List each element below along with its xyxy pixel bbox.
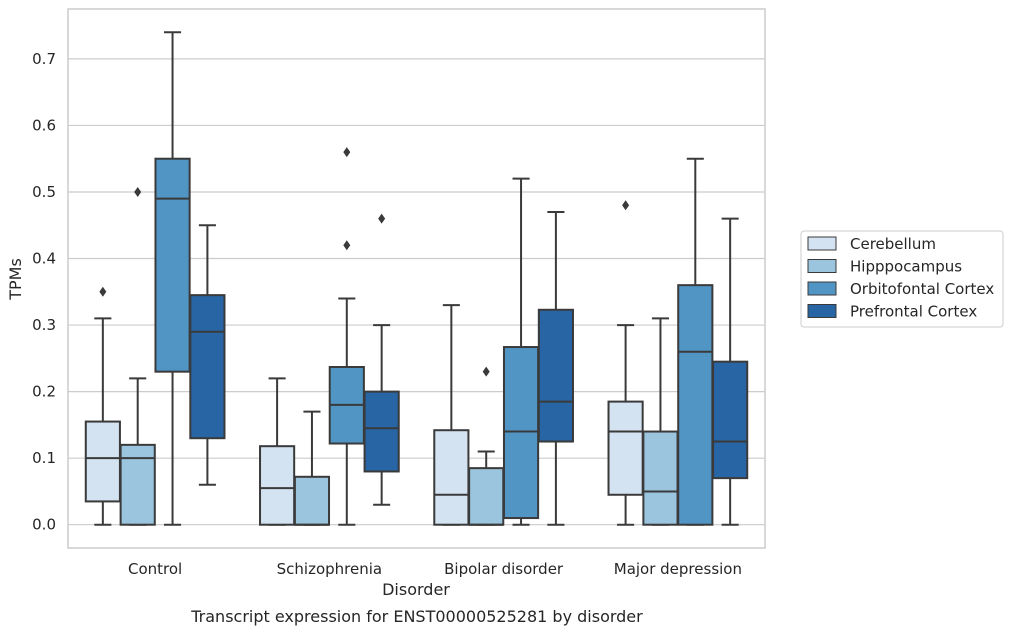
box-group (363, 213, 400, 506)
figure-caption: Transcript expression for ENST0000052528… (190, 607, 643, 626)
box-group (433, 304, 470, 526)
box-group (712, 217, 749, 526)
x-axis-ticks: Control Schizophrenia Bipolar disorder Majo… (128, 560, 742, 578)
outlier-point (99, 286, 107, 297)
box (119, 443, 156, 526)
x-tick-label: Bipolar disorder (444, 560, 564, 578)
boxes-layer (84, 31, 749, 526)
y-axis-ticks: 0.0 0.1 0.2 0.3 0.4 0.5 0.6 0.7 (32, 50, 56, 534)
outlier-point (343, 240, 351, 251)
y-tick-label: 0.0 (32, 516, 56, 534)
y-tick-label: 0.7 (32, 50, 56, 68)
box (259, 445, 296, 526)
y-tick-label: 0.3 (32, 316, 56, 334)
outlier-point (378, 213, 386, 224)
box-group (189, 224, 226, 486)
box (537, 308, 574, 443)
y-tick-label: 0.4 (32, 250, 56, 268)
legend-label: Hipppocampus (850, 258, 962, 276)
legend-label: Prefrontal Cortex (850, 303, 977, 321)
box (712, 360, 749, 480)
outlier-point (343, 147, 351, 158)
box (642, 430, 679, 526)
box-group (154, 31, 191, 526)
y-tick-label: 0.6 (32, 116, 56, 134)
y-tick-label: 0.1 (32, 449, 56, 467)
box (84, 420, 121, 503)
legend-label: Cerebellum (850, 235, 936, 253)
plot-frame (67, 8, 766, 549)
legend-swatch (807, 281, 837, 296)
legend-swatch (807, 236, 837, 251)
box-group (259, 377, 296, 526)
box (293, 475, 331, 526)
legend-label: Orbitofontal Cortex (850, 280, 994, 298)
box (363, 390, 400, 473)
outlier-point (134, 186, 142, 197)
y-axis-label: TPMs (6, 258, 25, 301)
box-group (537, 210, 574, 526)
x-tick-label: Schizophrenia (277, 560, 382, 578)
box (433, 429, 470, 526)
y-tick-label: 0.2 (32, 383, 56, 401)
x-tick-label: Control (128, 560, 182, 578)
box (468, 467, 505, 526)
box (607, 400, 644, 496)
box-group (119, 186, 156, 526)
legend-frame (800, 230, 1004, 328)
legend-swatch (807, 259, 837, 273)
box-group (642, 317, 679, 526)
legend: Cerebellum Hipppocampus Orbitofontal Corte… (800, 230, 1004, 328)
outlier-point (622, 200, 630, 211)
x-axis-label: Disorder (382, 580, 450, 599)
y-tick-label: 0.5 (32, 183, 56, 201)
outlier-point (482, 366, 490, 377)
box-group (502, 177, 540, 526)
box (189, 294, 226, 440)
box (677, 284, 714, 526)
box-group (607, 200, 644, 526)
box-group (677, 157, 714, 526)
x-tick-label: Major depression (614, 560, 742, 578)
box-group (293, 410, 331, 526)
legend-swatch (807, 304, 837, 318)
box-group (84, 286, 121, 526)
box (154, 157, 191, 373)
